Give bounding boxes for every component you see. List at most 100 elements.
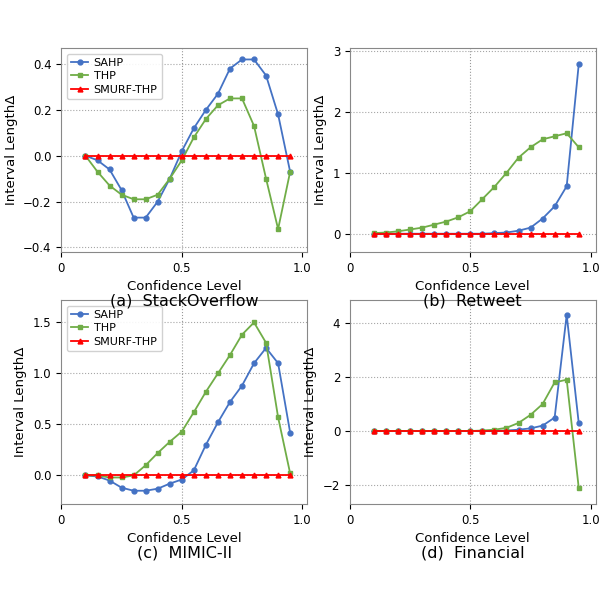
THP (551, 133, 558, 140)
SMURF-THP (287, 472, 294, 479)
THP (227, 352, 234, 359)
THP (443, 427, 450, 434)
SMURF-THP (527, 427, 534, 434)
THP (563, 376, 570, 383)
THP (262, 175, 270, 182)
THP (142, 196, 149, 203)
SMURF-THP (238, 152, 246, 160)
SAHP (166, 480, 173, 487)
SMURF-THP (262, 152, 270, 160)
Line: THP: THP (371, 377, 581, 490)
SAHP (515, 426, 523, 433)
THP (503, 169, 510, 176)
SMURF-THP (430, 427, 438, 434)
SAHP (491, 427, 498, 434)
X-axis label: Confidence Level: Confidence Level (416, 532, 530, 545)
THP (370, 230, 378, 237)
SMURF-THP (527, 230, 534, 238)
THP (503, 424, 510, 431)
SMURF-THP (106, 152, 113, 160)
SMURF-THP (178, 152, 185, 160)
SMURF-THP (274, 152, 282, 160)
THP (178, 157, 185, 164)
SMURF-THP (563, 427, 570, 434)
THP (467, 427, 474, 434)
THP (527, 143, 534, 151)
SMURF-THP (383, 230, 390, 238)
SMURF-THP (575, 427, 583, 434)
THP (154, 191, 161, 198)
THP (370, 427, 378, 434)
SMURF-THP (130, 152, 138, 160)
THP (106, 182, 113, 189)
SMURF-THP (142, 472, 149, 479)
SMURF-THP (166, 472, 173, 479)
THP (227, 95, 234, 102)
THP (130, 472, 138, 479)
SMURF-THP (551, 427, 558, 434)
SAHP (94, 157, 101, 164)
SAHP (214, 419, 222, 426)
SMURF-THP (287, 152, 294, 160)
SAHP (419, 427, 426, 434)
THP (94, 472, 101, 479)
THP (142, 461, 149, 469)
SMURF-THP (262, 472, 270, 479)
SAHP (178, 148, 185, 155)
SMURF-THP (227, 472, 234, 479)
SMURF-THP (251, 152, 258, 160)
THP (539, 400, 546, 407)
SMURF-THP (479, 230, 486, 238)
THP (575, 484, 583, 491)
SAHP (491, 230, 498, 237)
SAHP (287, 168, 294, 175)
SAHP (370, 230, 378, 238)
SMURF-THP (539, 230, 546, 238)
SMURF-THP (406, 230, 414, 238)
SAHP (430, 427, 438, 434)
THP (166, 438, 173, 445)
SMURF-THP (491, 230, 498, 238)
Text: (b)  Retweet: (b) Retweet (424, 294, 522, 309)
SMURF-THP (394, 230, 402, 238)
THP (454, 214, 462, 221)
THP (419, 427, 426, 434)
SAHP (563, 182, 570, 190)
SMURF-THP (214, 472, 222, 479)
SAHP (118, 187, 125, 194)
SMURF-THP (142, 152, 149, 160)
SAHP (190, 125, 198, 132)
Text: (d)  Financial: (d) Financial (421, 546, 524, 561)
SAHP (130, 214, 138, 221)
SMURF-THP (406, 427, 414, 434)
SAHP (503, 229, 510, 236)
THP (430, 221, 438, 228)
Y-axis label: Interval LengthΔ: Interval LengthΔ (15, 347, 28, 457)
THP (394, 427, 402, 434)
SMURF-THP (106, 472, 113, 479)
THP (430, 427, 438, 434)
THP (479, 196, 486, 203)
SAHP (383, 230, 390, 238)
SAHP (238, 382, 246, 389)
THP (454, 427, 462, 434)
THP (527, 411, 534, 418)
SMURF-THP (370, 427, 378, 434)
X-axis label: Confidence Level: Confidence Level (416, 280, 530, 293)
THP (106, 474, 113, 481)
SAHP (262, 344, 270, 352)
SAHP (406, 230, 414, 238)
SAHP (214, 90, 222, 97)
SMURF-THP (454, 427, 462, 434)
THP (406, 427, 414, 434)
SMURF-THP (419, 230, 426, 238)
SAHP (287, 429, 294, 436)
SAHP (394, 230, 402, 238)
THP (491, 426, 498, 433)
Line: SMURF-THP: SMURF-THP (371, 232, 581, 236)
SMURF-THP (274, 472, 282, 479)
SMURF-THP (202, 152, 209, 160)
SAHP (394, 427, 402, 434)
THP (238, 95, 246, 102)
SMURF-THP (251, 472, 258, 479)
